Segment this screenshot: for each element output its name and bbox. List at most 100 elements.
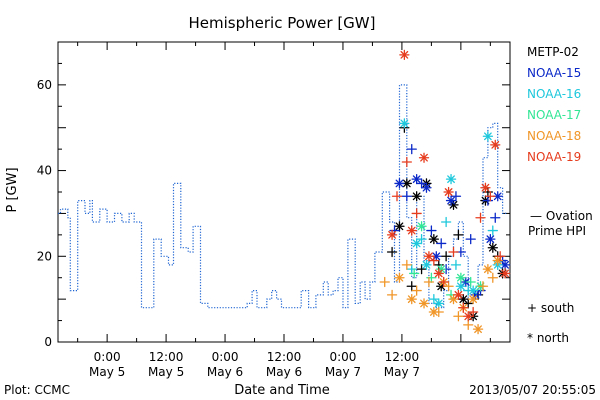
south-marker (428, 255, 439, 266)
south-marker (433, 306, 444, 318)
south-marker (450, 259, 462, 271)
south-marker (386, 289, 398, 301)
north-marker (433, 268, 444, 279)
north-marker (499, 268, 511, 279)
south-marker (379, 276, 390, 288)
north-marker (394, 272, 405, 283)
south-marker (485, 191, 496, 202)
north-marker (421, 182, 432, 193)
south-marker (495, 251, 506, 262)
x-axis-label: Date and Time (234, 383, 330, 398)
north-marker (499, 259, 511, 271)
north-marker (463, 311, 474, 322)
north-marker (394, 178, 405, 189)
south-marker (487, 272, 498, 283)
north-marker (453, 289, 464, 301)
north-marker (399, 118, 410, 129)
north-marker (468, 293, 479, 305)
x-tick-day: May 6 (266, 365, 302, 379)
marker-key: + south * north (527, 301, 574, 345)
south-marker (450, 191, 462, 202)
south-marker (401, 191, 412, 202)
south-marker (440, 216, 452, 228)
y-tick-label: 40 (37, 164, 52, 178)
south-marker (386, 246, 398, 258)
north-marker (406, 225, 417, 236)
legend-entry: NOAA-17 (527, 108, 581, 122)
ovation-legend-line2: Prime HPI (528, 224, 586, 238)
x-tick-day: May 5 (89, 365, 125, 379)
marker-key-entry: * north (527, 331, 569, 345)
north-marker (455, 281, 467, 292)
north-marker (482, 131, 494, 142)
south-marker (426, 272, 437, 283)
north-marker (443, 186, 454, 198)
south-marker (440, 251, 452, 262)
y-tick-label: 20 (37, 249, 52, 263)
x-tick-day: May 7 (325, 365, 361, 379)
x-tick-time: 12:00 (385, 350, 420, 364)
south-marker (448, 246, 459, 258)
north-marker (411, 173, 422, 185)
x-tick-day: May 5 (148, 365, 184, 379)
south-marker (406, 263, 417, 275)
south-marker (453, 311, 464, 322)
south-marker (465, 233, 476, 245)
south-marker (428, 293, 439, 305)
south-marker (482, 195, 494, 206)
north-marker (418, 152, 430, 163)
x-tick-time: 0:00 (94, 350, 121, 364)
south-marker (406, 281, 417, 292)
south-marker (423, 276, 435, 288)
north-marker (411, 238, 422, 249)
north-marker (445, 173, 457, 185)
north-marker (485, 233, 496, 245)
marker-key-entry: + south (527, 301, 574, 315)
footer-timestamp: 2013/05/07 20:55:05 (469, 383, 596, 397)
north-marker (428, 233, 439, 245)
x-tick-day: May 6 (207, 365, 243, 379)
north-marker (468, 285, 479, 296)
south-marker (453, 229, 464, 241)
south-marker (411, 208, 422, 219)
north-marker (492, 255, 503, 266)
south-marker (416, 263, 427, 275)
south-marker (426, 225, 437, 236)
south-marker (443, 281, 454, 292)
satellite-markers (379, 49, 511, 335)
north-marker (482, 263, 494, 275)
south-marker (438, 276, 449, 288)
south-marker (468, 306, 479, 318)
north-marker (421, 259, 432, 271)
satellite-legend: METP-02 NOAA-15 NOAA-16 NOAA-17 NOAA-18 NOAA-… (527, 45, 581, 164)
south-marker (436, 238, 447, 249)
south-marker (465, 276, 476, 288)
south-marker (416, 178, 427, 189)
x-tick-day: May 7 (384, 365, 420, 379)
legend-entry: NOAA-18 (527, 129, 581, 143)
footer-left: Plot: CCMC (4, 383, 70, 397)
north-marker (423, 251, 435, 262)
north-marker (455, 272, 467, 283)
legend-entry: METP-02 (527, 45, 579, 59)
north-marker (490, 139, 501, 151)
north-marker (406, 293, 417, 305)
south-marker (401, 259, 412, 271)
north-marker (472, 323, 484, 335)
x-tick-time: 12:00 (149, 350, 184, 364)
y-tick-label: 60 (37, 78, 52, 92)
south-marker (458, 302, 469, 313)
south-marker (416, 233, 427, 245)
north-marker (445, 195, 457, 206)
north-marker (418, 298, 430, 309)
ovation-legend-line1: — Ovation (530, 209, 593, 223)
north-marker (416, 221, 427, 232)
y-axis-label: P [GW] (5, 167, 20, 212)
south-marker (490, 212, 501, 223)
south-marker (477, 281, 489, 292)
north-marker (411, 191, 422, 202)
x-tick-time: 0:00 (329, 350, 356, 364)
legend-entry: NOAA-19 (527, 150, 581, 164)
